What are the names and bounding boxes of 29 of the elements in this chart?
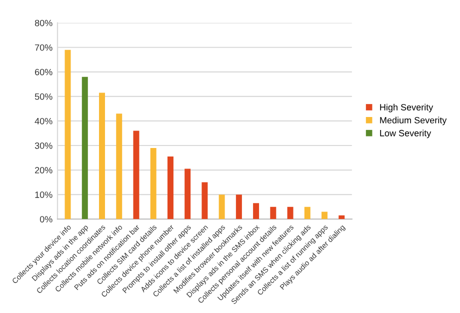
y-tick-label: 40% — [34, 118, 52, 124]
bar — [253, 203, 260, 220]
y-tick-label: 70% — [35, 44, 52, 51]
legend-label: High Severity — [380, 104, 434, 112]
legend-label: Low Severity — [380, 130, 432, 138]
bar — [270, 206, 276, 220]
bar — [150, 148, 156, 220]
bar — [322, 212, 328, 220]
bar — [338, 215, 345, 220]
y-tick-label: 0% — [40, 216, 52, 222]
legend-label: Medium Severity — [380, 116, 447, 126]
bar — [304, 206, 310, 220]
y-tick-label: 10% — [35, 192, 52, 198]
bar — [82, 76, 88, 220]
bar — [64, 50, 71, 220]
y-tick-label: 30% — [34, 142, 52, 149]
bar — [167, 156, 174, 220]
y-tick-label: 80% — [34, 20, 52, 26]
bar — [133, 130, 140, 220]
y-tick-label: 50% — [34, 93, 52, 100]
bar — [287, 206, 294, 220]
bar — [218, 194, 225, 220]
bar — [116, 114, 122, 220]
bar — [236, 194, 242, 220]
y-tick-label: 20% — [35, 167, 52, 174]
bar — [202, 182, 208, 220]
y-tick-label: 60% — [35, 68, 52, 76]
bar — [184, 168, 191, 220]
bar — [99, 92, 105, 220]
